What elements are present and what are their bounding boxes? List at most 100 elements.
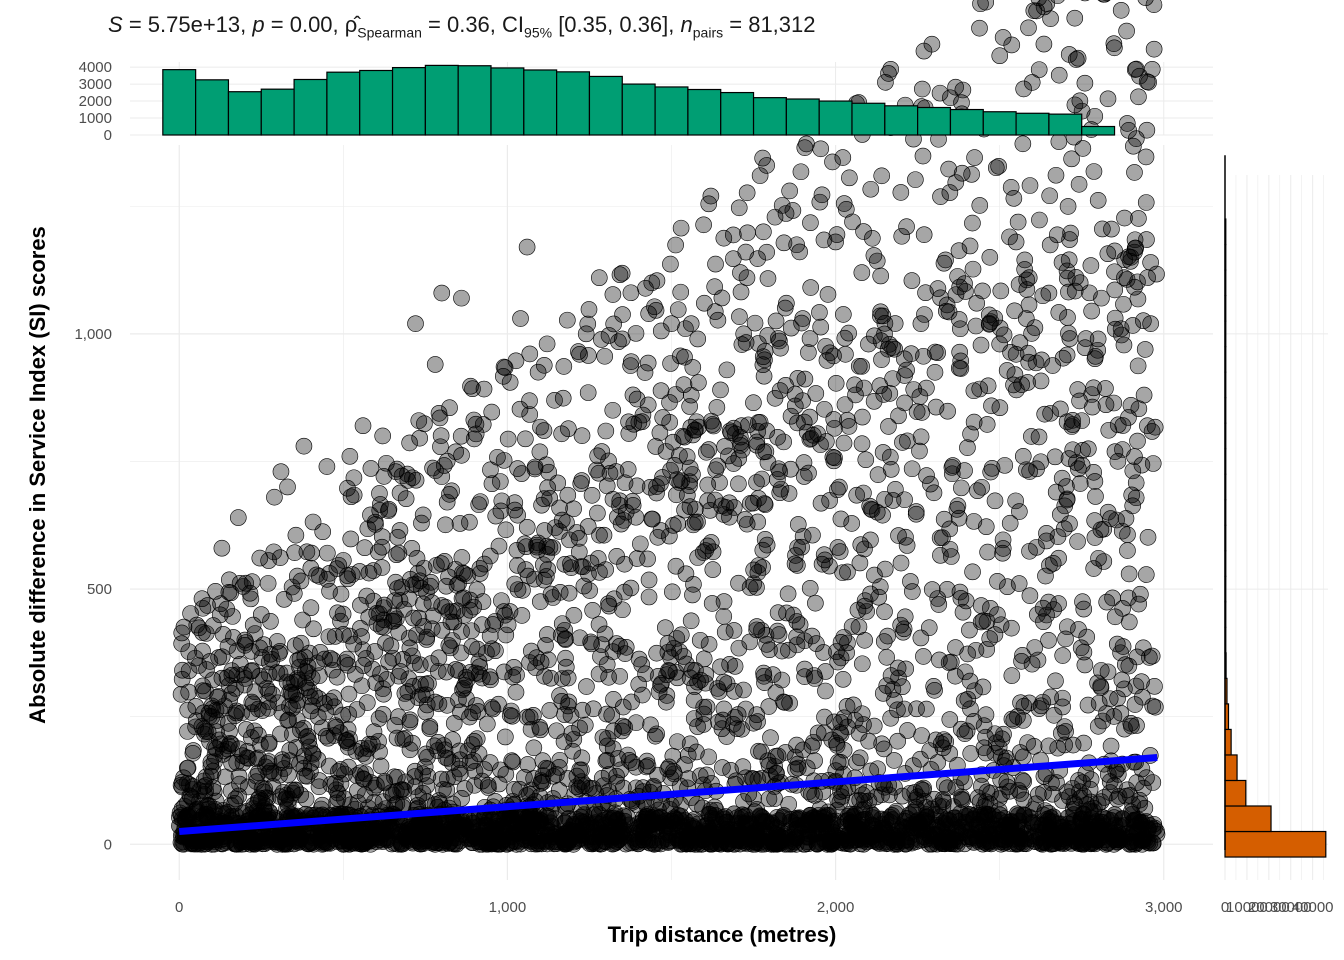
x-tick-label: 0 — [175, 899, 183, 916]
scatter-point — [950, 509, 968, 527]
p-label: p — [252, 12, 265, 37]
scatter-point — [273, 751, 291, 768]
scatter-point — [476, 761, 493, 778]
scatter-point — [1089, 330, 1107, 348]
scatter-point — [204, 762, 222, 780]
ci-label: CI — [502, 12, 525, 37]
scatter-point — [1081, 780, 1099, 798]
scatter-point — [872, 267, 890, 285]
scatter-point — [827, 233, 844, 251]
scatter-point — [433, 284, 451, 302]
scatter-point — [684, 586, 701, 604]
scatter-point — [583, 486, 601, 504]
scatter-point — [749, 713, 766, 730]
scatter-point — [471, 560, 489, 577]
scatter-point — [536, 668, 553, 685]
scatter-point — [912, 629, 930, 647]
scatter-point — [456, 780, 474, 797]
top-histogram-bar — [227, 91, 262, 136]
scatter-point — [781, 694, 798, 712]
scatter-point — [907, 171, 924, 188]
scatter-point — [832, 510, 850, 528]
right-histogram-bar — [1224, 754, 1238, 782]
scatter-point — [535, 422, 553, 439]
scatter-point — [1001, 514, 1019, 532]
scatter-point — [605, 691, 622, 708]
scatter-points — [171, 0, 1166, 853]
scatter-point — [1074, 442, 1091, 459]
scatter-point — [726, 658, 744, 675]
scatter-point — [521, 345, 539, 363]
scatter-point — [1056, 718, 1073, 735]
scatter-point — [627, 714, 645, 731]
scatter-point — [1123, 717, 1140, 735]
scatter-point — [1083, 302, 1100, 320]
scatter-point — [827, 375, 845, 392]
scatter-point — [971, 19, 988, 37]
scatter-point — [464, 380, 481, 397]
scatter-point — [951, 583, 969, 601]
scatter-point — [445, 768, 463, 786]
scatter-point — [1030, 61, 1048, 78]
scatter-point — [312, 643, 329, 661]
scatter-point — [1080, 440, 1097, 458]
scatter-point — [399, 683, 417, 700]
top-histogram-bar — [654, 86, 689, 136]
scatter-point — [1071, 392, 1088, 410]
scatter-point — [637, 665, 654, 683]
scatter-point — [903, 272, 921, 289]
scatter-point — [632, 535, 649, 553]
scatter-point — [466, 776, 483, 794]
scatter-point — [856, 631, 873, 649]
scatter-point — [1070, 621, 1087, 638]
scatter-point — [952, 360, 970, 377]
rho-value: = 0.36, — [428, 12, 496, 37]
scatter-point — [559, 311, 576, 329]
scatter-point — [555, 358, 573, 375]
scatter-point — [956, 663, 974, 681]
scatter-point — [878, 649, 895, 666]
top-histogram-bar — [588, 75, 623, 136]
scatter-point — [1047, 166, 1065, 184]
y-tick-label: 500 — [87, 581, 112, 598]
scatter-point — [875, 633, 893, 650]
scatter-point — [1076, 74, 1094, 92]
scatter-point — [279, 478, 296, 496]
scatter-point — [1129, 290, 1147, 308]
scatter-point — [1009, 213, 1027, 231]
scatter-point — [1017, 835, 1035, 853]
scatter-point — [639, 396, 657, 414]
scatter-point — [221, 734, 239, 752]
scatter-point — [750, 742, 767, 760]
scatter-point — [450, 691, 467, 709]
scatter-point — [252, 736, 269, 754]
scatter-point — [978, 416, 996, 433]
scatter-point — [1085, 379, 1102, 397]
scatter-point — [661, 527, 678, 545]
scatter-point — [1007, 345, 1025, 363]
scatter-point — [789, 759, 807, 777]
scatter-point — [1089, 718, 1107, 735]
scatter-point — [375, 685, 392, 703]
top-histogram-bar — [687, 88, 722, 136]
scatter-point — [622, 353, 640, 370]
scatter-point — [368, 776, 385, 794]
n-label: n — [680, 12, 693, 37]
top-histogram-bar — [621, 83, 656, 136]
scatter-point — [750, 414, 767, 431]
scatter-point — [341, 448, 359, 465]
scatter-point — [319, 544, 336, 562]
scatter-point — [415, 559, 433, 577]
scatter-point — [941, 520, 959, 538]
scatter-point — [751, 167, 769, 184]
scatter-point — [1123, 486, 1141, 504]
scatter-point — [537, 637, 554, 654]
scatter-point — [1138, 121, 1156, 139]
scatter-point — [724, 250, 742, 268]
scatter-point — [695, 650, 713, 668]
scatter-point — [1112, 320, 1130, 338]
scatter-point — [1042, 823, 1060, 841]
scatter-point — [617, 503, 635, 521]
scatter-point — [507, 683, 525, 701]
scatter-point — [550, 759, 568, 776]
